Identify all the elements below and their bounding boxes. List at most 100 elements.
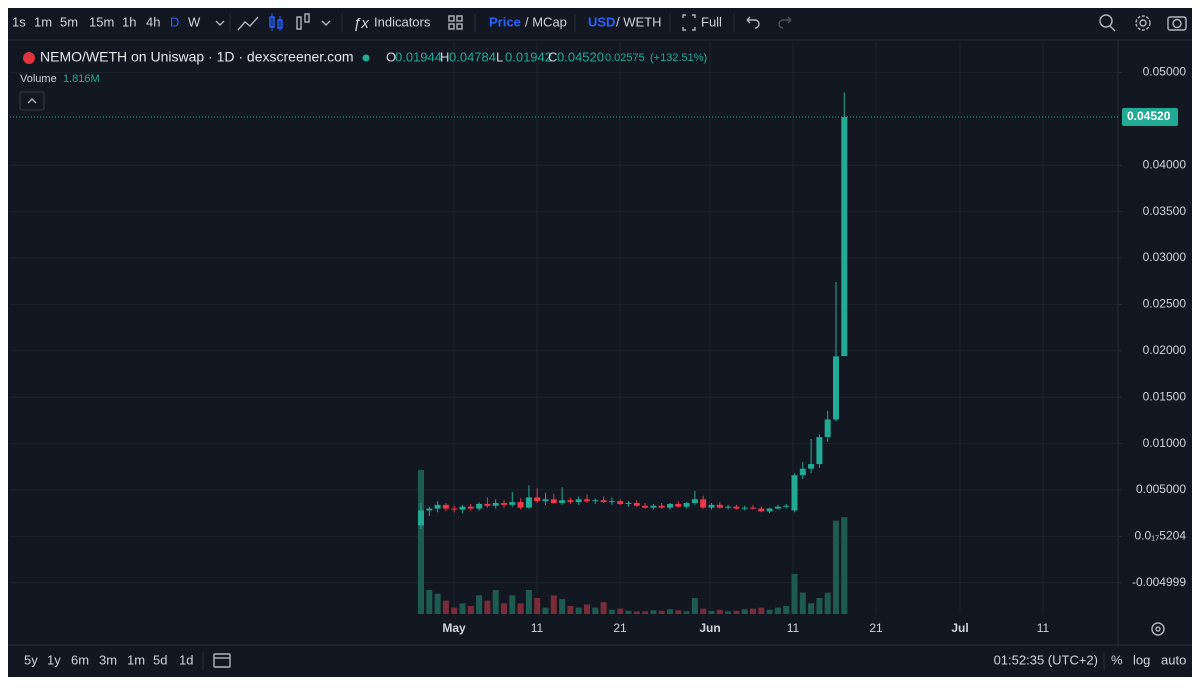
candle-body: [426, 508, 433, 511]
full-button[interactable]: Full: [701, 14, 722, 29]
volume-bar: [442, 600, 449, 614]
volume-bar: [484, 600, 491, 614]
legend-key: L: [496, 49, 503, 64]
usd-toggle[interactable]: USD: [588, 14, 615, 29]
range-button[interactable]: 1d: [179, 652, 193, 667]
volume-bar: [592, 607, 599, 614]
volume-bar: [550, 595, 557, 614]
candle-body: [517, 502, 524, 508]
volume-bar: [841, 517, 848, 614]
interval-button[interactable]: D: [170, 14, 179, 29]
volume-bar: [467, 606, 474, 614]
last-price-box: [1122, 107, 1178, 126]
weth-toggle[interactable]: / WETH: [616, 14, 662, 29]
chart-type-menu[interactable]: [321, 20, 331, 26]
candle-body: [650, 505, 657, 508]
auto-toggle[interactable]: auto: [1161, 652, 1186, 667]
candle-body: [683, 503, 690, 507]
volume-bar: [691, 598, 698, 614]
range-button[interactable]: 5d: [153, 652, 167, 667]
collapse-button[interactable]: [19, 91, 45, 111]
volume-bar: [658, 610, 665, 614]
candle-body: [534, 497, 541, 502]
app: [8, 8, 1192, 677]
interval-button[interactable]: W: [188, 14, 201, 29]
volume-bar: [725, 611, 732, 614]
candle-body: [575, 499, 582, 503]
volume-bar: [783, 606, 790, 614]
candle-body: [725, 506, 732, 508]
candle-body: [708, 504, 715, 508]
y-tick-label: 0.02000: [1143, 343, 1187, 357]
candle-body: [633, 503, 640, 506]
candle-body: [501, 503, 507, 505]
volume-bar: [766, 609, 773, 614]
log-toggle[interactable]: log: [1133, 652, 1150, 667]
y-tick-label: -0.004999: [1132, 575, 1186, 589]
redo-icon[interactable]: [778, 16, 792, 29]
settings-icon[interactable]: [1135, 15, 1151, 31]
volume-bar: [625, 610, 632, 614]
y-tick-label: 0.03000: [1143, 250, 1187, 264]
search-icon[interactable]: [1099, 14, 1116, 32]
range-button[interactable]: 1y: [47, 652, 61, 667]
candle-body: [484, 503, 491, 506]
y-tick-label: 0.05000: [1143, 65, 1187, 79]
date-range-icon[interactable]: [213, 653, 231, 668]
toolbar: Indicators Price / MCap USD / WETH Full …: [12, 14, 722, 29]
candle-body: [600, 500, 607, 503]
interval-button[interactable]: 1h: [122, 14, 136, 29]
volume-bar: [476, 595, 483, 614]
range-button[interactable]: 3m: [99, 652, 117, 667]
price-toggle[interactable]: Price: [489, 14, 521, 29]
timezone-settings[interactable]: [1151, 622, 1165, 636]
volume-bar: [708, 610, 715, 614]
volume-bar: [733, 610, 740, 614]
candle-chart-icon[interactable]: [269, 13, 283, 31]
volume-bar: [741, 609, 748, 614]
candle-body: [774, 506, 781, 509]
x-tick-label: 21: [613, 621, 627, 635]
volume-bar: [434, 593, 441, 614]
interval-button[interactable]: 1m: [34, 14, 52, 29]
interval-button[interactable]: 15m: [89, 14, 114, 29]
volume-bar: [716, 609, 723, 614]
candle-body: [434, 504, 441, 509]
percent-toggle[interactable]: %: [1111, 652, 1123, 667]
candle-body: [625, 503, 632, 505]
bar-chart-icon[interactable]: [296, 13, 310, 30]
line-chart-icon[interactable]: [237, 16, 259, 31]
range-button[interactable]: 6m: [71, 652, 89, 667]
time-axis: May 11 21 Jun 11 21 Jul 11: [442, 621, 1049, 635]
legend-change-pct: (+132.51%): [650, 52, 707, 64]
volume-bar: [451, 607, 458, 614]
interval-button[interactable]: 1s: [12, 14, 26, 29]
range-button[interactable]: 1m: [127, 652, 145, 667]
y-tick-label: 0.04000: [1143, 157, 1187, 171]
volume-bar: [567, 606, 574, 614]
candle-body: [733, 506, 740, 509]
candle-body: [608, 501, 615, 503]
candle-body: [559, 500, 566, 504]
candle-body: [758, 508, 765, 512]
candle-body: [442, 504, 449, 509]
fullscreen-icon[interactable]: [682, 14, 696, 31]
x-tick-label: Jun: [699, 621, 720, 635]
volume-bar: [608, 609, 615, 614]
interval-button[interactable]: 5m: [60, 14, 78, 29]
layout-icon[interactable]: [448, 15, 463, 30]
volume-bar: [758, 607, 765, 614]
interval-button[interactable]: 4h: [146, 14, 160, 29]
y-tick-label: 0.02500: [1143, 297, 1187, 311]
fx-icon[interactable]: ƒx: [353, 15, 369, 32]
range-button[interactable]: 5y: [24, 652, 38, 667]
candle-body: [766, 508, 773, 512]
legend-key: C: [548, 49, 557, 64]
volume-bar: [426, 590, 433, 614]
indicators-button[interactable]: Indicators: [374, 14, 431, 29]
interval-menu[interactable]: [215, 20, 225, 26]
undo-icon[interactable]: [746, 16, 760, 29]
candle-body: [833, 356, 839, 420]
mcap-toggle[interactable]: / MCap: [525, 14, 567, 29]
camera-icon[interactable]: [1167, 16, 1187, 31]
